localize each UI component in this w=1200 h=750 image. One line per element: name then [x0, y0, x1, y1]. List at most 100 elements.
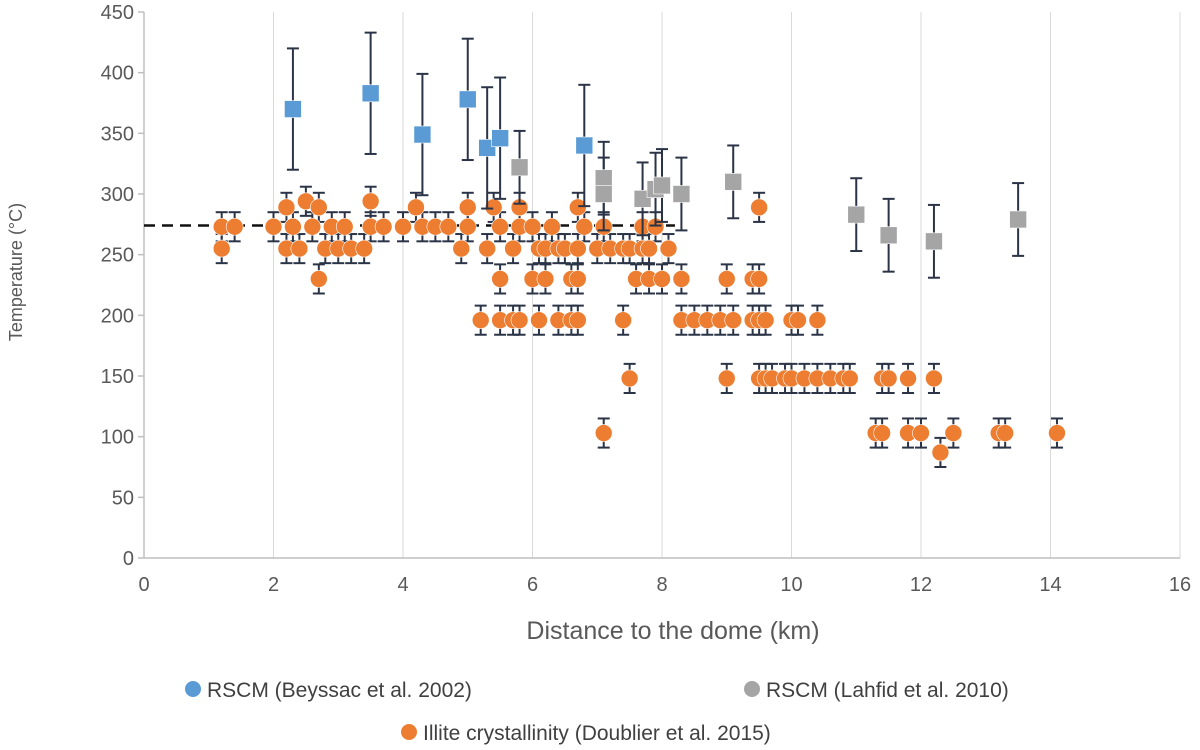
y-tick-label: 300: [101, 184, 134, 206]
series-rscm-beyssac: [284, 31, 594, 210]
legend-marker-blue: [185, 681, 201, 697]
data-point: [672, 270, 691, 288]
data-point: [653, 270, 671, 288]
data-point: [530, 311, 548, 329]
data-point: [1048, 424, 1066, 442]
data-point: [640, 239, 658, 258]
legend-label-illite: Illite crystallinity (Doublier et al. 20…: [423, 722, 771, 745]
data-point: [756, 311, 775, 329]
data-point: [212, 239, 231, 258]
data-point: [717, 270, 736, 288]
tick-labels: 0 2 4 6 8 10 12 14 16 0 50 100 150 200 250 300 350 400 450: [101, 2, 1192, 596]
legend: RSCM (Beyssac et al. 2002) RSCM (Lahfid …: [185, 679, 1009, 745]
x-tick-label: 2: [268, 574, 279, 596]
data-point: [594, 169, 613, 188]
data-point: [536, 270, 555, 288]
data-point: [310, 198, 328, 217]
data-point: [847, 205, 866, 224]
y-tick-label: 400: [101, 63, 134, 85]
data-point: [614, 311, 632, 329]
data-point: [840, 369, 859, 388]
x-tick-label: 4: [397, 574, 408, 596]
x-tick-label: 14: [1039, 574, 1061, 596]
data-point: [303, 217, 322, 236]
data-point: [413, 125, 432, 144]
data-point: [458, 198, 477, 217]
legend-item-rscm-beyssac: RSCM (Beyssac et al. 2002): [185, 679, 472, 702]
data-point: [569, 311, 587, 329]
data-point: [543, 217, 561, 236]
axes: [138, 11, 1180, 559]
data-point: [361, 192, 380, 211]
data-point: [750, 270, 768, 288]
data-point: [569, 239, 587, 258]
data-point: [439, 217, 458, 236]
data-point: [335, 217, 354, 236]
data-point: [284, 217, 302, 236]
legend-item-illite: Illite crystallinity (Doublier et al. 20…: [401, 722, 771, 745]
data-point: [575, 136, 594, 155]
data-point: [879, 369, 898, 388]
x-tick-label: 16: [1169, 574, 1191, 596]
data-point: [225, 217, 244, 236]
series-rscm-lahfid: [510, 129, 1027, 279]
data-point: [620, 369, 639, 388]
data-point: [724, 311, 743, 329]
data-point: [789, 311, 807, 329]
data-point: [491, 129, 509, 147]
y-tick-label: 200: [101, 305, 134, 327]
data-point: [879, 226, 898, 245]
series-illite-crystallinity: [212, 185, 1066, 468]
data-point: [290, 239, 309, 258]
data-point: [594, 185, 613, 203]
data-point: [284, 100, 302, 118]
y-tick-label: 250: [101, 245, 134, 267]
legend-item-rscm-lahfid: RSCM (Lahfid et al. 2010): [744, 679, 1009, 702]
x-axis-title: Distance to the dome (km): [526, 617, 819, 645]
x-tick-label: 0: [138, 574, 149, 596]
data-point: [491, 217, 509, 236]
data-point: [407, 198, 425, 217]
x-tick-label: 6: [527, 574, 538, 596]
data-point: [510, 158, 529, 177]
y-tick-label: 150: [101, 366, 134, 388]
data-point: [510, 311, 529, 329]
legend-marker-gray: [744, 681, 760, 697]
data-point: [724, 173, 743, 191]
data-point: [996, 424, 1014, 442]
data-point: [471, 311, 490, 329]
y-tick-label: 450: [101, 2, 134, 24]
data-point: [873, 424, 891, 442]
data-point: [575, 217, 594, 236]
data-point: [1009, 210, 1027, 229]
y-tick-label: 100: [101, 427, 134, 449]
data-point: [310, 270, 328, 288]
data-point: [523, 217, 542, 236]
y-tick-label: 0: [123, 548, 134, 570]
legend-marker-orange: [401, 724, 417, 740]
data-point: [659, 239, 678, 258]
data-point: [452, 239, 471, 258]
y-tick-label: 50: [112, 487, 134, 509]
data-point: [458, 217, 477, 236]
data-point: [717, 369, 736, 388]
data-point: [478, 239, 496, 258]
data-point: [504, 239, 522, 258]
data-point: [277, 198, 296, 217]
data-point: [458, 90, 477, 109]
data-point: [925, 369, 943, 388]
data-point: [653, 176, 671, 195]
data-point: [925, 232, 943, 251]
legend-label-rscm-lahfid: RSCM (Lahfid et al. 2010): [766, 679, 1009, 702]
data-point: [484, 198, 503, 217]
x-tick-label: 10: [780, 574, 802, 596]
data-point: [491, 270, 509, 288]
y-tick-label: 350: [101, 123, 134, 145]
data-point: [569, 198, 587, 217]
x-tick-label: 12: [910, 574, 932, 596]
data-point: [594, 424, 613, 442]
data-point: [672, 185, 691, 203]
data-point: [931, 443, 950, 462]
data-point: [374, 217, 393, 236]
